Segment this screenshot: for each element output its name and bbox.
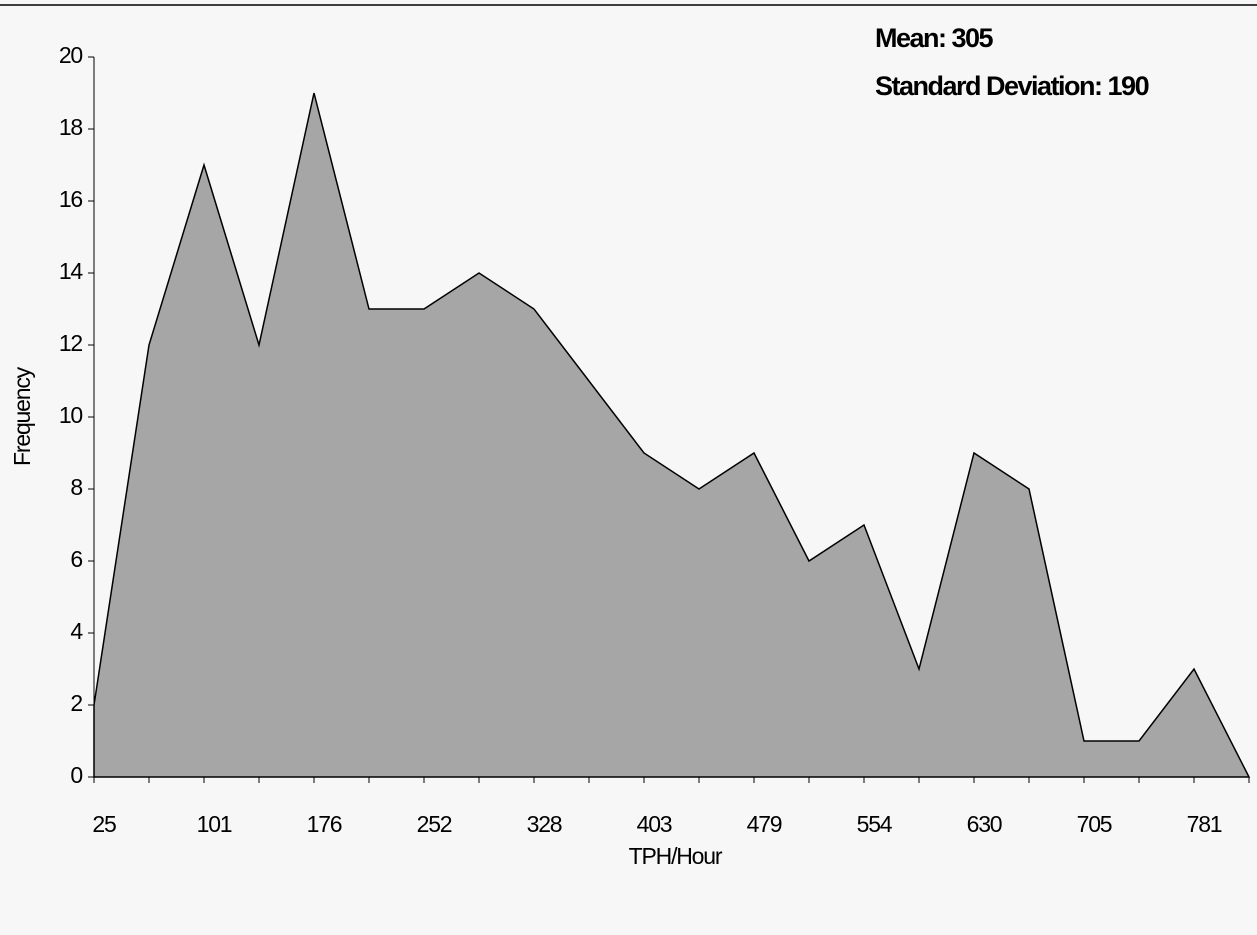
y-tick-label: 12 xyxy=(59,330,83,356)
y-tick-label: 16 xyxy=(59,186,83,212)
y-tick-label: 2 xyxy=(70,690,82,716)
y-tick-label: 8 xyxy=(70,474,82,500)
x-tick-label: 25 xyxy=(92,811,116,837)
y-tick-label: 20 xyxy=(59,42,83,68)
x-tick-label: 630 xyxy=(967,811,1002,837)
x-tick-label: 101 xyxy=(197,811,232,837)
y-tick-label: 6 xyxy=(70,546,82,572)
annotation: Mean: 305 xyxy=(875,23,994,53)
x-tick-label: 176 xyxy=(307,811,342,837)
y-tick-label: 10 xyxy=(59,402,83,428)
x-axis-label: TPH/Hour xyxy=(629,843,723,869)
x-tick-label: 554 xyxy=(857,811,893,837)
x-tick-label: 479 xyxy=(747,811,782,837)
y-tick-label: 14 xyxy=(59,258,84,284)
y-axis-label: Frequency xyxy=(9,366,35,466)
y-tick-label: 0 xyxy=(70,762,82,788)
annotation: Standard Deviation: 190 xyxy=(875,71,1149,101)
x-tick-label: 781 xyxy=(1187,811,1222,837)
area xyxy=(93,92,1251,778)
x-tick-label: 252 xyxy=(417,811,452,837)
y-tick-label: 4 xyxy=(70,618,83,644)
x-tick-label: 328 xyxy=(527,811,562,837)
x-tick-label: 705 xyxy=(1077,811,1112,837)
y-tick-label: 18 xyxy=(59,114,83,140)
x-tick-label: 403 xyxy=(637,811,672,837)
